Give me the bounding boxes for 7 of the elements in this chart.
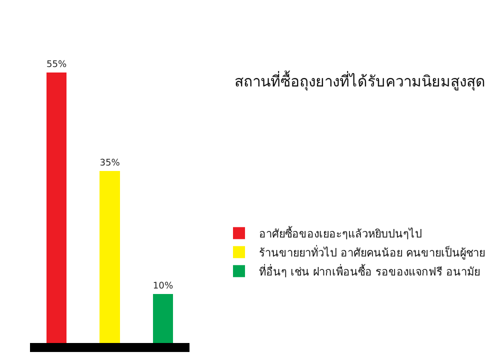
legend-label: อาศัยซื้อของเยอะๆแล้วหยิบปนๆไป: [259, 225, 422, 240]
data-label: 10%: [152, 282, 174, 292]
legend-label: ที่อื่นๆ เช่น ฝากเพื่อนซื้อ รอของแจกฟรี อนามัย: [259, 263, 480, 278]
data-label: 35%: [100, 158, 120, 169]
legend-label: ร้านขายยาทั่วไป อาศัยคนน้อย คนขายเป็นผู้ชาย: [259, 244, 485, 260]
text: สถานที่ซื้อถุงยางที่ได้รับความนิยมสูงสุด: [234, 70, 486, 92]
data-label: 55%: [46, 60, 68, 70]
